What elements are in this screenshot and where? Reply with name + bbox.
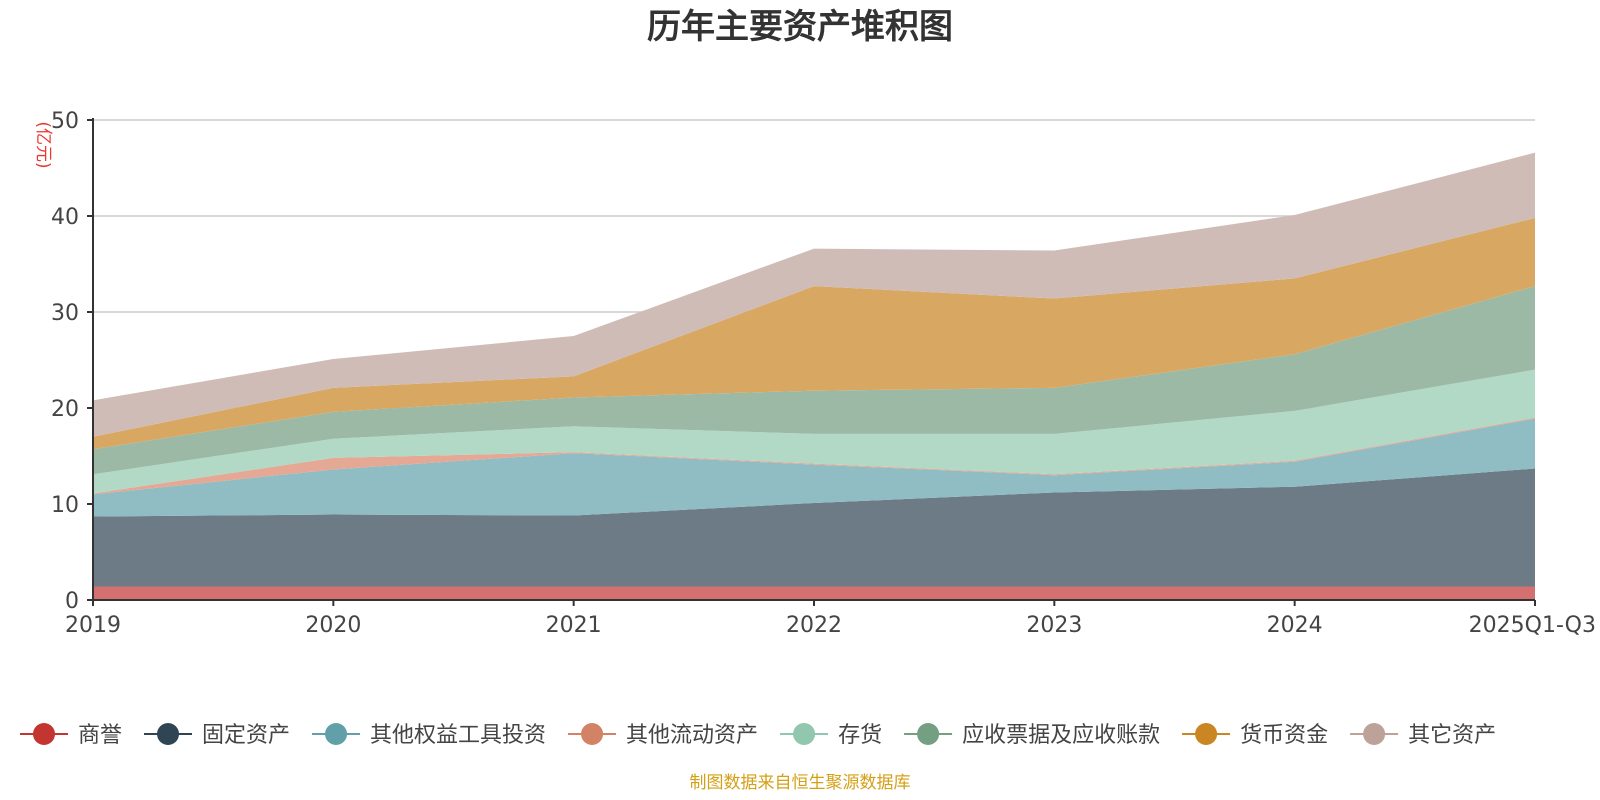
legend-item-4[interactable]: 其他流动资产 — [568, 723, 758, 748]
y-axis-unit-label: (亿元) — [33, 121, 53, 168]
area-series-8 — [93, 152, 1535, 437]
legend-marker — [325, 723, 348, 745]
area-series-6 — [93, 286, 1535, 475]
x-tick-label-1: 2020 — [305, 613, 361, 638]
legend-item-7[interactable]: 货币资金 — [1182, 723, 1328, 748]
legend-marker — [157, 723, 180, 745]
legend-label: 应收票据及应收账款 — [962, 723, 1160, 748]
area-series-group — [93, 152, 1535, 600]
legend-label: 商誉 — [78, 723, 122, 748]
legend-marker — [917, 723, 940, 745]
legend-label: 固定资产 — [202, 723, 290, 748]
x-tick-label-3: 2022 — [786, 613, 842, 638]
legend-marker — [793, 723, 816, 745]
legend-item-1[interactable]: 商誉 — [20, 723, 122, 748]
x-tick-label-4: 2023 — [1026, 613, 1082, 638]
y-tick-label-0: 0 — [65, 589, 79, 614]
legend-item-6[interactable]: 应收票据及应收账款 — [904, 723, 1160, 748]
legend-label: 其它资产 — [1408, 723, 1496, 748]
legend-label: 货币资金 — [1240, 723, 1328, 748]
x-tick-label-2: 2021 — [546, 613, 602, 638]
chart-title: 历年主要资产堆积图 — [647, 7, 953, 47]
legend-item-8[interactable]: 其它资产 — [1350, 723, 1496, 748]
legend-item-3[interactable]: 其他权益工具投资 — [312, 723, 546, 748]
area-series-1 — [93, 586, 1535, 600]
x-tick-label-6: 2025Q1-Q3 — [1469, 613, 1596, 638]
legend-label: 其他流动资产 — [626, 723, 758, 748]
legend-item-2[interactable]: 固定资产 — [144, 723, 290, 748]
x-tick-label-5: 2024 — [1267, 613, 1323, 638]
y-tick-label-10: 10 — [51, 493, 79, 518]
area-series-7 — [93, 217, 1535, 450]
x-tick-label-0: 2019 — [65, 613, 121, 638]
y-tick-label-50: 50 — [51, 109, 79, 134]
legend-label: 存货 — [838, 723, 882, 748]
legend-marker — [1195, 723, 1218, 745]
area-series-5 — [93, 369, 1535, 494]
legend-item-5[interactable]: 存货 — [780, 723, 882, 748]
legend-marker — [1363, 723, 1386, 745]
legend-marker — [581, 723, 604, 745]
y-tick-label-20: 20 — [51, 397, 79, 422]
y-tick-label-30: 30 — [51, 301, 79, 326]
legend-marker — [33, 723, 55, 745]
data-source-note: 制图数据来自恒生聚源数据库 — [690, 773, 911, 793]
area-series-2 — [93, 468, 1535, 587]
legend-label: 其他权益工具投资 — [370, 723, 546, 748]
legend: 商誉 固定资产 其他权益工具投资 其他流动资产 存货 应收票据及应收账款 货币资金 其它资产 — [20, 723, 1496, 748]
y-tick-label-40: 40 — [51, 205, 79, 230]
axes: 0 10 20 30 40 50 2019 2020 2021 2022 2023 2024 2025Q… — [51, 109, 1596, 638]
area-series-3 — [93, 418, 1535, 517]
